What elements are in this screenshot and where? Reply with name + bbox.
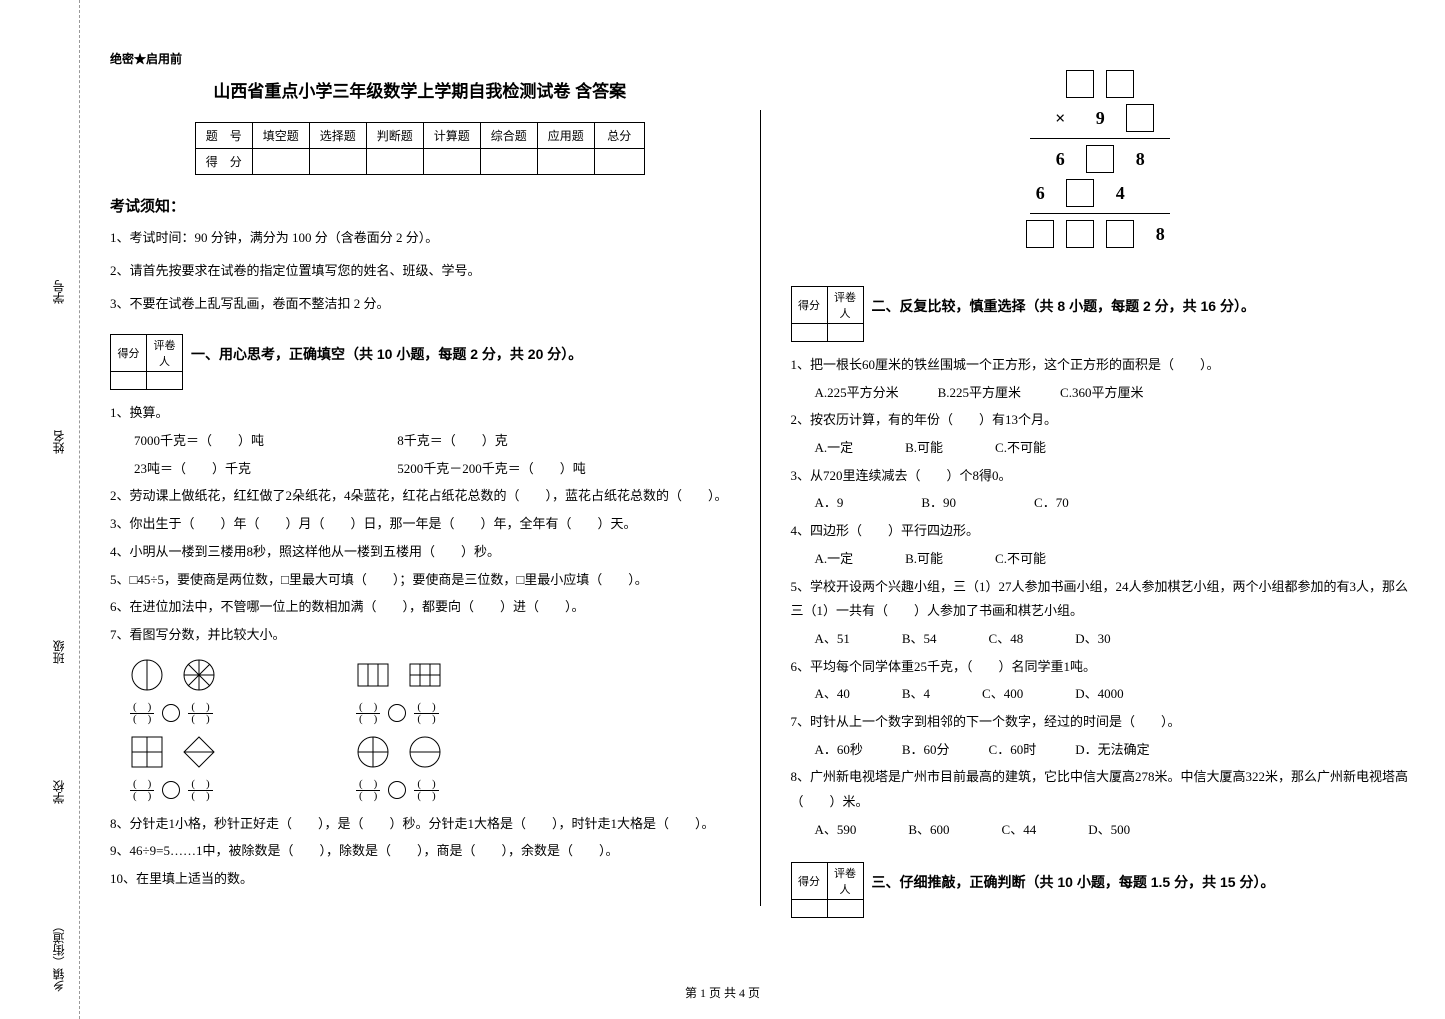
section-1-title: 一、用心思考，正确填空（共 10 小题，每题 2 分，共 20 分）。 xyxy=(191,344,582,364)
score-summary-table: 题 号 填空题 选择题 判断题 计算题 综合题 应用题 总分 得 分 xyxy=(195,122,645,175)
section-score-box: 得分评卷人 xyxy=(791,286,864,342)
s2-q5-opts: A、51 B、54 C、48 D、30 xyxy=(791,627,1411,652)
question-7: 7、看图写分数，并比较大小。 xyxy=(110,623,730,648)
s2-q6: 6、平均每个同学体重25千克，（ ）名同学重1吨。 xyxy=(791,655,1411,680)
binding-label-class: 班级 xyxy=(50,640,67,664)
s2-q2-opts: A.一定 B.可能 C.不可能 xyxy=(791,436,1411,461)
fraction-shapes: ( )( ) ( )( ) ( )( ) ( )( ) xyxy=(130,658,730,802)
exam-title: 山西省重点小学三年级数学上学期自我检测试卷 含答案 xyxy=(110,77,730,102)
s2-q7: 7、时针从上一个数字到相邻的下一个数字，经过的时间是（ ）。 xyxy=(791,710,1411,735)
s2-q3-opts: A．9 B．90 C．70 xyxy=(791,491,1411,516)
notice-item: 1、考试时间：90 分钟，满分为 100 分（含卷面分 2 分）。 xyxy=(110,228,730,249)
question-1-line: 7000千克＝（ ）吨 8千克＝（ ）克 xyxy=(110,429,730,454)
question-1-line: 23吨＝（ ）千克 5200千克－200千克＝（ ）吨 xyxy=(110,457,730,482)
notice-title: 考试须知： xyxy=(110,195,730,216)
section-3-title: 三、仔细推敲，正确判断（共 10 小题，每题 1.5 分，共 15 分）。 xyxy=(872,872,1275,892)
diamond-icon xyxy=(182,735,216,769)
s2-q5: 5、学校开设两个兴趣小组，三（1）27人参加书画小组，24人参加棋艺小组，两个小… xyxy=(791,575,1411,624)
column-divider xyxy=(760,110,761,906)
confidential-mark: 绝密★启用前 xyxy=(110,50,730,67)
compare-circle-icon xyxy=(162,704,180,722)
s2-q4: 4、四边形（ ）平行四边形。 xyxy=(791,519,1411,544)
notice-item: 2、请首先按要求在试卷的指定位置填写您的姓名、班级、学号。 xyxy=(110,261,730,282)
circle-eighths-icon xyxy=(182,658,216,692)
binding-label-school: 学校 xyxy=(50,780,67,804)
page-content: 绝密★启用前 山西省重点小学三年级数学上学期自我检测试卷 含答案 题 号 填空题… xyxy=(110,50,1410,926)
question-9: 9、46÷9=5……1中，被除数是（ ），除数是（ ），商是（ ），余数是（ ）… xyxy=(110,839,730,864)
header-cell: 选择题 xyxy=(309,123,366,149)
s2-q1: 1、把一根长60厘米的铁丝围城一个正方形，这个正方形的面积是（ ）。 xyxy=(791,353,1411,378)
circle-quarter-icon xyxy=(356,735,390,769)
section-score-box: 得分评卷人 xyxy=(791,862,864,918)
question-5: 5、□45÷5，要使商是两位数，□里最大可填（ ）；要使商是三位数，□里最小应填… xyxy=(110,568,730,593)
header-cell: 综合题 xyxy=(480,123,537,149)
section-score-box: 得分评卷人 xyxy=(110,334,183,390)
s2-q8: 8、广州新电视塔是广州市目前最高的建筑，它比中信大厦高278米。中信大厦高322… xyxy=(791,765,1411,814)
question-6: 6、在进位加法中，不管哪一位上的数相加满（ ），都要向（ ）进（ ）。 xyxy=(110,595,730,620)
header-cell: 应用题 xyxy=(537,123,594,149)
s2-q4-opts: A.一定 B.可能 C.不可能 xyxy=(791,547,1411,572)
left-column: 绝密★启用前 山西省重点小学三年级数学上学期自我检测试卷 含答案 题 号 填空题… xyxy=(110,50,730,926)
question-4: 4、小明从一楼到三楼用8秒，照这样他从一楼到五楼用（ ）秒。 xyxy=(110,540,730,565)
s2-q6-opts: A、40 B、4 C、400 D、4000 xyxy=(791,682,1411,707)
s2-q1-opts: A.225平方分米 B.225平方厘米 C.360平方厘米 xyxy=(791,381,1411,406)
multiplication-problem: ×9 68 64 8 xyxy=(1000,70,1200,248)
compare-circle-icon xyxy=(388,704,406,722)
s2-q7-opts: A．60秒 B．60分 C．60时 D．无法确定 xyxy=(791,738,1411,763)
question-3: 3、你出生于（ ）年（ ）月（ ）日，那一年是（ ）年，全年有（ ）天。 xyxy=(110,512,730,537)
s2-q8-opts: A、590 B、600 C、44 D、500 xyxy=(791,818,1411,843)
circle-half-icon xyxy=(130,658,164,692)
s2-q3: 3、从720里连续减去（ ）个8得0。 xyxy=(791,464,1411,489)
section-2-title: 二、反复比较，慎重选择（共 8 小题，每题 2 分，共 16 分）。 xyxy=(872,296,1255,316)
header-cell: 题 号 xyxy=(195,123,252,149)
question-10: 10、在里填上适当的数。 xyxy=(110,867,730,892)
header-cell: 判断题 xyxy=(366,123,423,149)
header-cell: 填空题 xyxy=(252,123,309,149)
header-cell: 计算题 xyxy=(423,123,480,149)
compare-circle-icon xyxy=(388,781,406,799)
s2-q2: 2、按农历计算，有的年份（ ）有13个月。 xyxy=(791,408,1411,433)
right-column: ×9 68 64 8 得分评卷人 二、反复比较，慎重选择（共 8 小题，每题 2… xyxy=(791,50,1411,926)
circle-half2-icon xyxy=(408,735,442,769)
question-2: 2、劳动课上做纸花，红红做了2朵纸花，4朵蓝花，红花占纸花总数的（ ），蓝花占纸… xyxy=(110,484,730,509)
notice-item: 3、不要在试卷上乱写乱画，卷面不整洁扣 2 分。 xyxy=(110,294,730,315)
header-cell: 总分 xyxy=(594,123,644,149)
binding-edge: 乡镇（街道） 学校 班级 姓名 学号 xyxy=(40,0,80,1019)
rect-thirds-icon xyxy=(356,658,390,692)
table-row: 题 号 填空题 选择题 判断题 计算题 综合题 应用题 总分 xyxy=(195,123,644,149)
row-label: 得 分 xyxy=(195,149,252,175)
question-1: 1、换算。 xyxy=(110,401,730,426)
table-row: 得 分 xyxy=(195,149,644,175)
rect-sixths-icon xyxy=(408,658,442,692)
page-footer: 第 1 页 共 4 页 xyxy=(0,984,1445,1001)
binding-label-name: 姓名 xyxy=(50,430,67,454)
binding-label-township: 乡镇（街道） xyxy=(50,920,67,992)
binding-label-id: 学号 xyxy=(50,280,67,304)
compare-circle-icon xyxy=(162,781,180,799)
square-grid-icon xyxy=(130,735,164,769)
question-8: 8、分针走1小格，秒针正好走（ ），是（ ）秒。分针走1大格是（ ），时针走1大… xyxy=(110,812,730,837)
